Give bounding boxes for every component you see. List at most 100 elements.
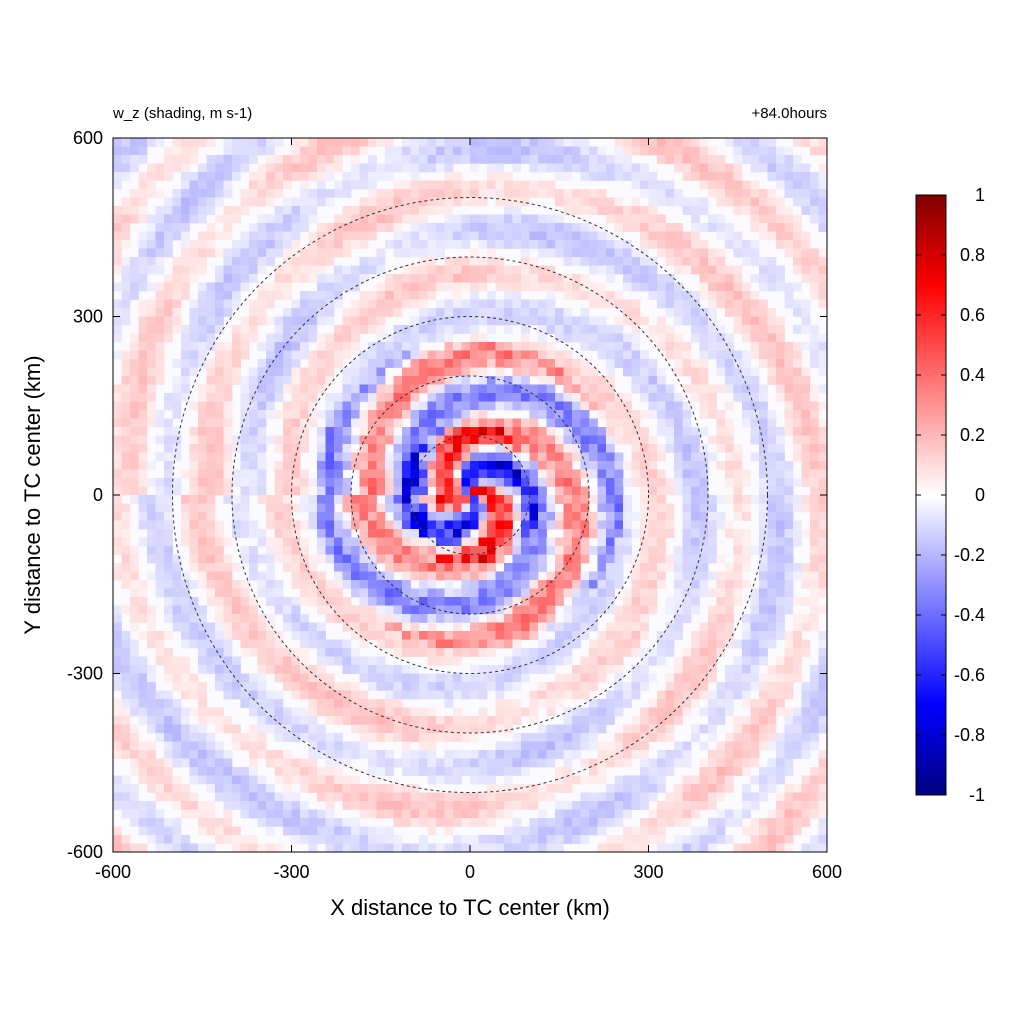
heatmap-cell (708, 342, 717, 351)
heatmap-cell (155, 163, 165, 173)
heatmap-cell (308, 189, 318, 198)
heatmap-cell (317, 495, 326, 504)
heatmap-cell (521, 571, 530, 581)
heatmap-cell (504, 359, 513, 368)
heatmap-cell (359, 478, 369, 487)
heatmap-cell (240, 503, 250, 513)
heatmap-cell (580, 673, 590, 683)
heatmap-cell (725, 138, 734, 147)
heatmap-cell (674, 393, 683, 402)
heatmap-cell (181, 588, 190, 598)
heatmap-cell (529, 189, 539, 198)
heatmap-cell (606, 350, 615, 360)
heatmap-cell (198, 325, 207, 334)
heatmap-cell (283, 486, 292, 496)
heatmap-cell (682, 291, 692, 300)
heatmap-cell (257, 724, 267, 734)
heatmap-cell (121, 172, 131, 181)
heatmap-cell (682, 342, 692, 351)
heatmap-cell (538, 648, 547, 657)
heatmap-cell (512, 401, 522, 411)
heatmap-cell (393, 274, 403, 283)
heatmap-cell (189, 316, 199, 326)
heatmap-cell (470, 410, 479, 419)
heatmap-cell (538, 682, 547, 691)
heatmap-cell (606, 163, 615, 173)
heatmap-cell (368, 376, 377, 385)
heatmap-cell (725, 172, 734, 181)
heatmap-cell (504, 529, 513, 538)
heatmap-cell (546, 316, 556, 326)
heatmap-cell (461, 529, 471, 538)
heatmap-cell (708, 223, 717, 232)
heatmap-cell (504, 495, 513, 504)
heatmap-cell (563, 605, 573, 615)
heatmap-cell (232, 469, 241, 479)
heatmap-cell (232, 597, 241, 606)
heatmap-cell (521, 512, 530, 521)
heatmap-cell (138, 350, 148, 360)
heatmap-cell (198, 648, 207, 657)
heatmap-cell (801, 580, 811, 589)
heatmap-cell (716, 690, 726, 700)
heatmap-cell (563, 750, 573, 759)
heatmap-cell (538, 155, 547, 164)
heatmap-cell (393, 673, 403, 683)
heatmap-cell (393, 580, 403, 589)
heatmap-cell (563, 512, 573, 521)
heatmap-cell (300, 435, 309, 445)
heatmap-cell (283, 418, 292, 428)
heatmap-cell (300, 384, 309, 394)
heatmap-cell (266, 699, 275, 708)
heatmap-cell (674, 588, 683, 598)
heatmap-cell (291, 163, 301, 173)
heatmap-cell (648, 359, 658, 368)
heatmap-cell (512, 376, 522, 385)
heatmap-cell (563, 274, 573, 283)
heatmap-cell (563, 384, 573, 394)
heatmap-cell (572, 478, 581, 487)
heatmap-cell (521, 588, 530, 598)
heatmap-cell (419, 274, 428, 283)
heatmap-cell (198, 605, 207, 615)
heatmap-cell (393, 308, 403, 317)
heatmap-cell (240, 529, 250, 538)
heatmap-cell (606, 707, 615, 717)
heatmap-cell (385, 529, 394, 538)
heatmap-cell (461, 299, 471, 309)
heatmap-cell (444, 257, 454, 266)
heatmap-cell (818, 367, 827, 377)
heatmap-cell (674, 240, 683, 249)
heatmap-cell (376, 656, 386, 666)
heatmap-cell (427, 750, 437, 759)
heatmap-cell (223, 172, 233, 181)
heatmap-cell (147, 333, 156, 343)
heatmap-cell (504, 758, 513, 768)
heatmap-cell (410, 614, 420, 623)
heatmap-cell (818, 172, 827, 181)
heatmap-cell (563, 350, 573, 360)
heatmap-cell (147, 682, 156, 691)
heatmap-cell (410, 418, 420, 428)
heatmap-cell (215, 427, 224, 436)
heatmap-cell (385, 716, 394, 725)
heatmap-cell (317, 486, 326, 496)
heatmap-cell (614, 563, 624, 572)
heatmap-cell (232, 495, 241, 504)
heatmap-cell (555, 580, 564, 589)
heatmap-cell (776, 452, 785, 462)
heatmap-cell (776, 274, 785, 283)
heatmap-cell (240, 520, 250, 530)
heatmap-cell (461, 614, 471, 623)
heatmap-cell (623, 299, 632, 309)
heatmap-cell (538, 554, 547, 564)
heatmap-cell (546, 308, 556, 317)
heatmap-cell (597, 537, 607, 547)
heatmap-cell (402, 478, 411, 487)
heatmap-cell (478, 274, 488, 283)
heatmap-cell (504, 206, 513, 215)
heatmap-cell (189, 461, 199, 470)
heatmap-cell (444, 376, 454, 385)
heatmap-cell (215, 308, 224, 317)
heatmap-cell (215, 580, 224, 589)
